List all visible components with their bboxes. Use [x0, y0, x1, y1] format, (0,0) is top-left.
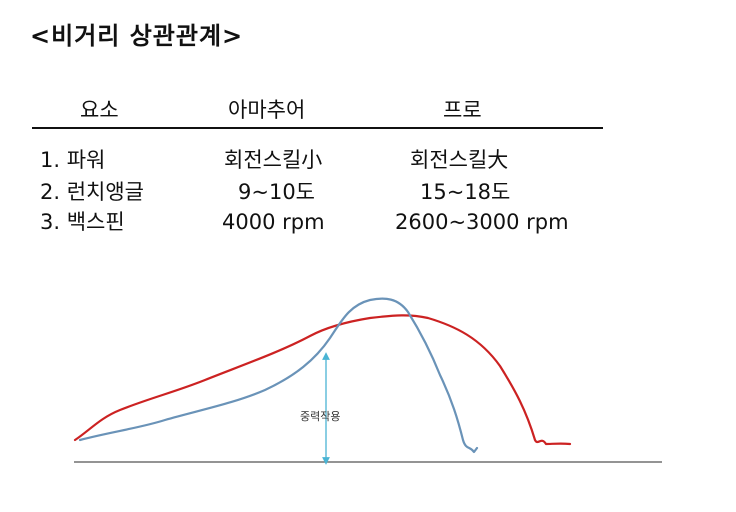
page-title: <비거리 상관관계>	[30, 22, 244, 50]
gravity-label: 중력작용	[300, 410, 340, 423]
row-backspin-amateur: 4000 rpm	[222, 210, 325, 234]
header-divider	[32, 127, 603, 129]
pro-trajectory-line	[73, 314, 572, 446]
row-backspin-factor: 3. 백스핀	[40, 210, 125, 234]
row-power-amateur: 회전스킬小	[224, 148, 323, 172]
row-launch-amateur: 9~10도	[238, 180, 315, 204]
header-amateur: 아마추어	[228, 98, 306, 122]
comparison-table: 요소 아마추어 프로 1. 파워 회전스킬小 회전스킬大 2. 런치앵글 9~1…	[32, 98, 603, 234]
row-power-pro: 회전스킬大	[410, 148, 509, 172]
header-factor: 요소	[80, 98, 119, 122]
row-backspin-pro: 2600~3000 rpm	[395, 210, 569, 234]
amateur-trajectory-line	[78, 297, 479, 454]
row-power-factor: 1. 파워	[40, 148, 106, 172]
row-launch-pro: 15~18도	[420, 180, 511, 204]
header-pro: 프로	[443, 98, 482, 122]
row-launch-factor: 2. 런치앵글	[40, 180, 144, 204]
